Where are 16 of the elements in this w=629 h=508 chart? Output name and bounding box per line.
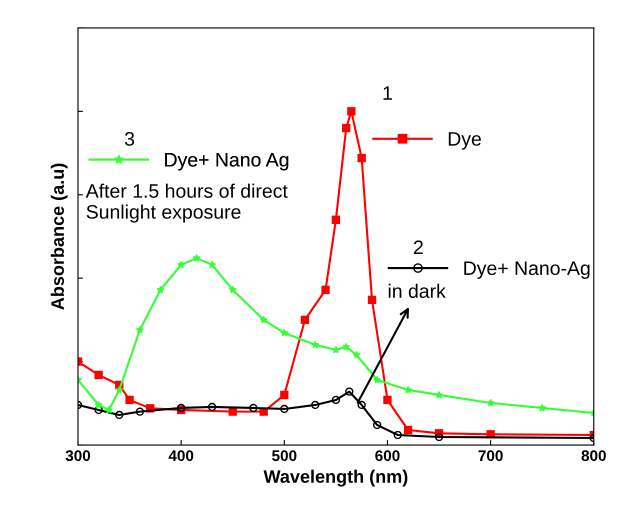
x-tick-label: 800 <box>582 450 606 462</box>
x-tick-label: 700 <box>478 450 503 462</box>
legend-label: Dye+ Nano Ag <box>165 153 288 170</box>
x-tick-label: 600 <box>375 450 400 462</box>
annotation: After 1.5 hours of direct Sunlight exposure <box>86 184 288 223</box>
text: 1 <box>384 86 392 100</box>
legend-label: Dye+ Nano-Ag <box>464 261 590 279</box>
x-tick-label: 300 <box>66 450 90 462</box>
y-axis-title: Absorbance (a.u) <box>50 164 68 310</box>
annotation: in dark <box>388 284 446 298</box>
legend-label: Dye <box>448 132 481 150</box>
annotation: 2 <box>414 240 423 254</box>
x-axis-title: Wavelength (nm) <box>264 470 408 487</box>
x-tick-label: 400 <box>168 450 194 462</box>
x-tick-label: 500 <box>272 450 296 462</box>
annotation: 3 <box>124 132 134 146</box>
